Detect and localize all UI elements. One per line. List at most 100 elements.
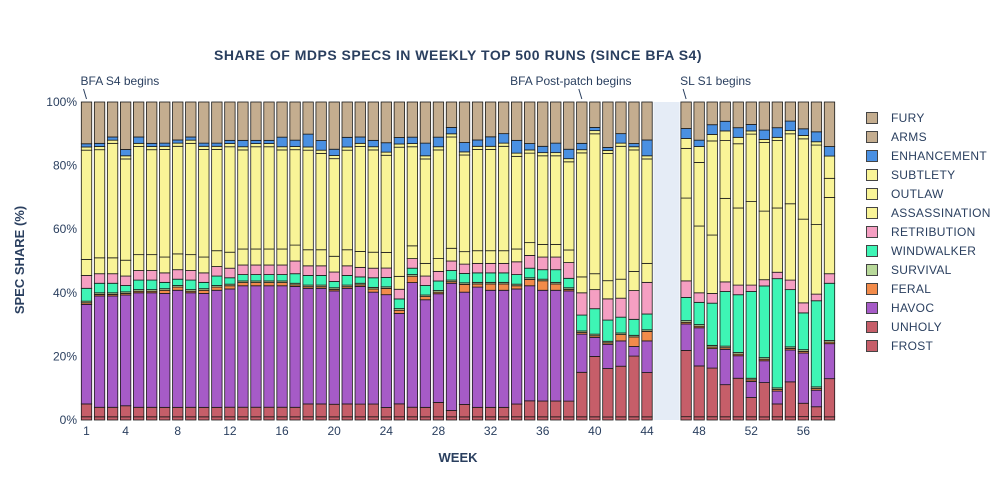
bar-segment-frost-week-2: [93, 416, 106, 421]
bar-segment-retribution-week-27: [419, 275, 432, 286]
bar-segment-outlaw-week-30: [458, 154, 471, 253]
legend-item-frost[interactable]: FROST: [862, 336, 997, 355]
legend-swatch: [866, 130, 878, 143]
bar-segment-subtlety-week-3: [106, 139, 119, 144]
bar-segment-havoc-week-39: [576, 333, 588, 373]
bar-segment-assassination-week-47: [680, 197, 692, 282]
bar-segment-retribution-week-36: [537, 256, 549, 271]
bar-segment-frost-week-51: [732, 416, 744, 421]
bar-segment-outlaw-week-5: [133, 146, 145, 256]
bar-segment-subtlety-week-17: [289, 146, 301, 151]
bar-segment-windwalker-week-52: [745, 291, 757, 379]
bar-segment-arms-week-36: [537, 101, 549, 147]
legend-item-enhancement[interactable]: ENHANCEMENT: [862, 146, 997, 165]
bar-segment-unholy-week-48: [693, 365, 705, 418]
bar-segment-windwalker-week-41: [602, 319, 614, 342]
bar-segment-havoc-week-34: [511, 288, 523, 405]
bar-segment-enhancement-week-57: [810, 131, 823, 143]
bar-segment-enhancement-week-26: [406, 136, 419, 144]
bar-segment-windwalker-week-44: [641, 313, 653, 331]
bar-segment-frost-week-43: [628, 416, 640, 421]
legend-swatch: [866, 111, 878, 124]
bar-segment-unholy-week-55: [784, 381, 796, 418]
bar-segment-feral-week-16: [276, 282, 288, 287]
bar-segment-frost-week-53: [758, 416, 770, 421]
bar-segment-subtlety-week-4: [120, 155, 132, 160]
bar-segment-havoc-week-58: [823, 343, 836, 380]
bar-segment-windwalker-week-18: [302, 275, 314, 286]
legend-item-survival[interactable]: SURVIVAL: [862, 260, 997, 279]
bar-segment-frost-week-23: [367, 416, 379, 421]
bar-segment-assassination-week-1: [80, 258, 93, 276]
bar-segment-havoc-week-26: [406, 282, 419, 408]
bar-segment-arms-week-19: [315, 101, 327, 141]
legend-label: OUTLAW: [891, 186, 944, 201]
legend-swatch: [866, 187, 878, 200]
x-tick-label: 36: [536, 424, 550, 438]
bar-segment-outlaw-week-2: [93, 149, 106, 259]
bar-segment-arms-week-52: [745, 101, 757, 125]
bar-segment-frost-week-27: [419, 416, 432, 421]
bar-segment-retribution-week-10: [198, 272, 210, 283]
bar-segment-windwalker-week-53: [758, 285, 770, 359]
bar-segment-retribution-week-18: [302, 265, 314, 276]
x-tick-label: 28: [432, 424, 446, 438]
bar-segment-windwalker-week-2: [93, 282, 106, 294]
bar-segment-subtlety-week-41: [602, 150, 614, 154]
bar-segment-outlaw-week-34: [511, 155, 523, 250]
bar-segment-assassination-week-58: [823, 196, 836, 275]
bar-segment-arms-week-27: [419, 101, 432, 144]
bar-segment-unholy-week-38: [563, 400, 575, 418]
legend-label: UNHOLY: [891, 319, 942, 334]
legend-item-subtlety[interactable]: SUBTLETY: [862, 165, 997, 184]
bar-segment-windwalker-week-30: [458, 273, 471, 284]
legend-item-retribution[interactable]: RETRIBUTION: [862, 222, 997, 241]
bar-segment-havoc-week-43: [628, 346, 640, 357]
legend-item-windwalker[interactable]: WINDWALKER: [862, 241, 997, 260]
bar-segment-outlaw-week-52: [745, 133, 757, 202]
bar-segment-windwalker-week-43: [628, 318, 640, 336]
bar-segment-subtlety-week-12: [224, 143, 236, 148]
bar-segment-outlaw-week-57: [810, 144, 823, 225]
bar-segment-frost-week-39: [576, 416, 588, 421]
bar-segment-arms-week-42: [615, 101, 627, 135]
legend-item-havoc[interactable]: HAVOC: [862, 298, 997, 317]
bar-segment-unholy-week-25: [393, 403, 405, 418]
bar-segment-havoc-week-42: [615, 340, 627, 367]
bar-segment-subtlety-week-34: [511, 152, 523, 157]
bar-segment-frost-week-58: [823, 416, 836, 421]
bar-segment-havoc-week-8: [172, 289, 184, 408]
bar-segment-unholy-week-29: [445, 410, 458, 418]
legend-item-assassination[interactable]: ASSASSINATION: [862, 203, 997, 222]
bar-segment-retribution-week-49: [706, 293, 718, 304]
bar-segment-retribution-week-41: [602, 298, 614, 321]
legend-item-feral[interactable]: FERAL: [862, 279, 997, 298]
legend-item-fury[interactable]: FURY: [862, 108, 997, 127]
bar-segment-havoc-week-51: [732, 355, 744, 379]
bar-segment-assassination-week-7: [159, 256, 171, 274]
bar-segment-enhancement-week-6: [146, 142, 158, 147]
bar-segment-arms-week-9: [185, 101, 197, 138]
legend-item-outlaw[interactable]: OUTLAW: [862, 184, 997, 203]
bar-segment-unholy-week-19: [315, 403, 327, 418]
bar-segment-assassination-week-20: [328, 255, 340, 273]
bar-segment-subtlety-week-37: [550, 152, 562, 157]
legend-label: FERAL: [891, 281, 932, 296]
bar-segment-outlaw-week-37: [550, 155, 562, 245]
x-tick-label: 1: [83, 424, 90, 438]
bar-segment-frost-week-15: [263, 416, 275, 421]
legend-item-arms[interactable]: ARMS: [862, 127, 997, 146]
bar-segment-windwalker-week-37: [550, 269, 562, 283]
bar-segment-assassination-week-51: [732, 207, 744, 286]
bar-segment-arms-week-43: [628, 101, 640, 144]
bar-segment-frost-week-25: [393, 416, 405, 421]
bar-segment-enhancement-week-54: [771, 127, 783, 138]
bar-segment-arms-week-24: [380, 101, 392, 144]
y-axis-label: SPEC SHARE (%): [12, 206, 27, 314]
bar-segment-windwalker-week-15: [263, 274, 275, 282]
bar-segment-subtlety-week-39: [576, 149, 588, 154]
bar-segment-feral-week-33: [498, 283, 510, 291]
legend-item-unholy[interactable]: UNHOLY: [862, 317, 997, 336]
bar-segment-unholy-week-35: [524, 400, 536, 418]
bar-segment-enhancement-week-31: [471, 139, 484, 147]
